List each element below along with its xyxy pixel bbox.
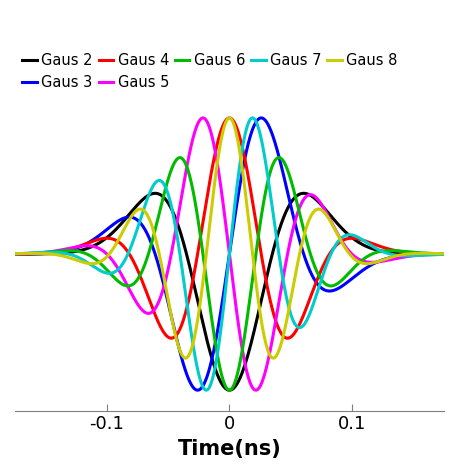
Legend: Gaus 2, Gaus 3, Gaus 4, Gaus 5, Gaus 6, Gaus 7, Gaus 8: Gaus 2, Gaus 3, Gaus 4, Gaus 5, Gaus 6, … — [22, 53, 398, 90]
X-axis label: Time(ns): Time(ns) — [178, 439, 281, 459]
